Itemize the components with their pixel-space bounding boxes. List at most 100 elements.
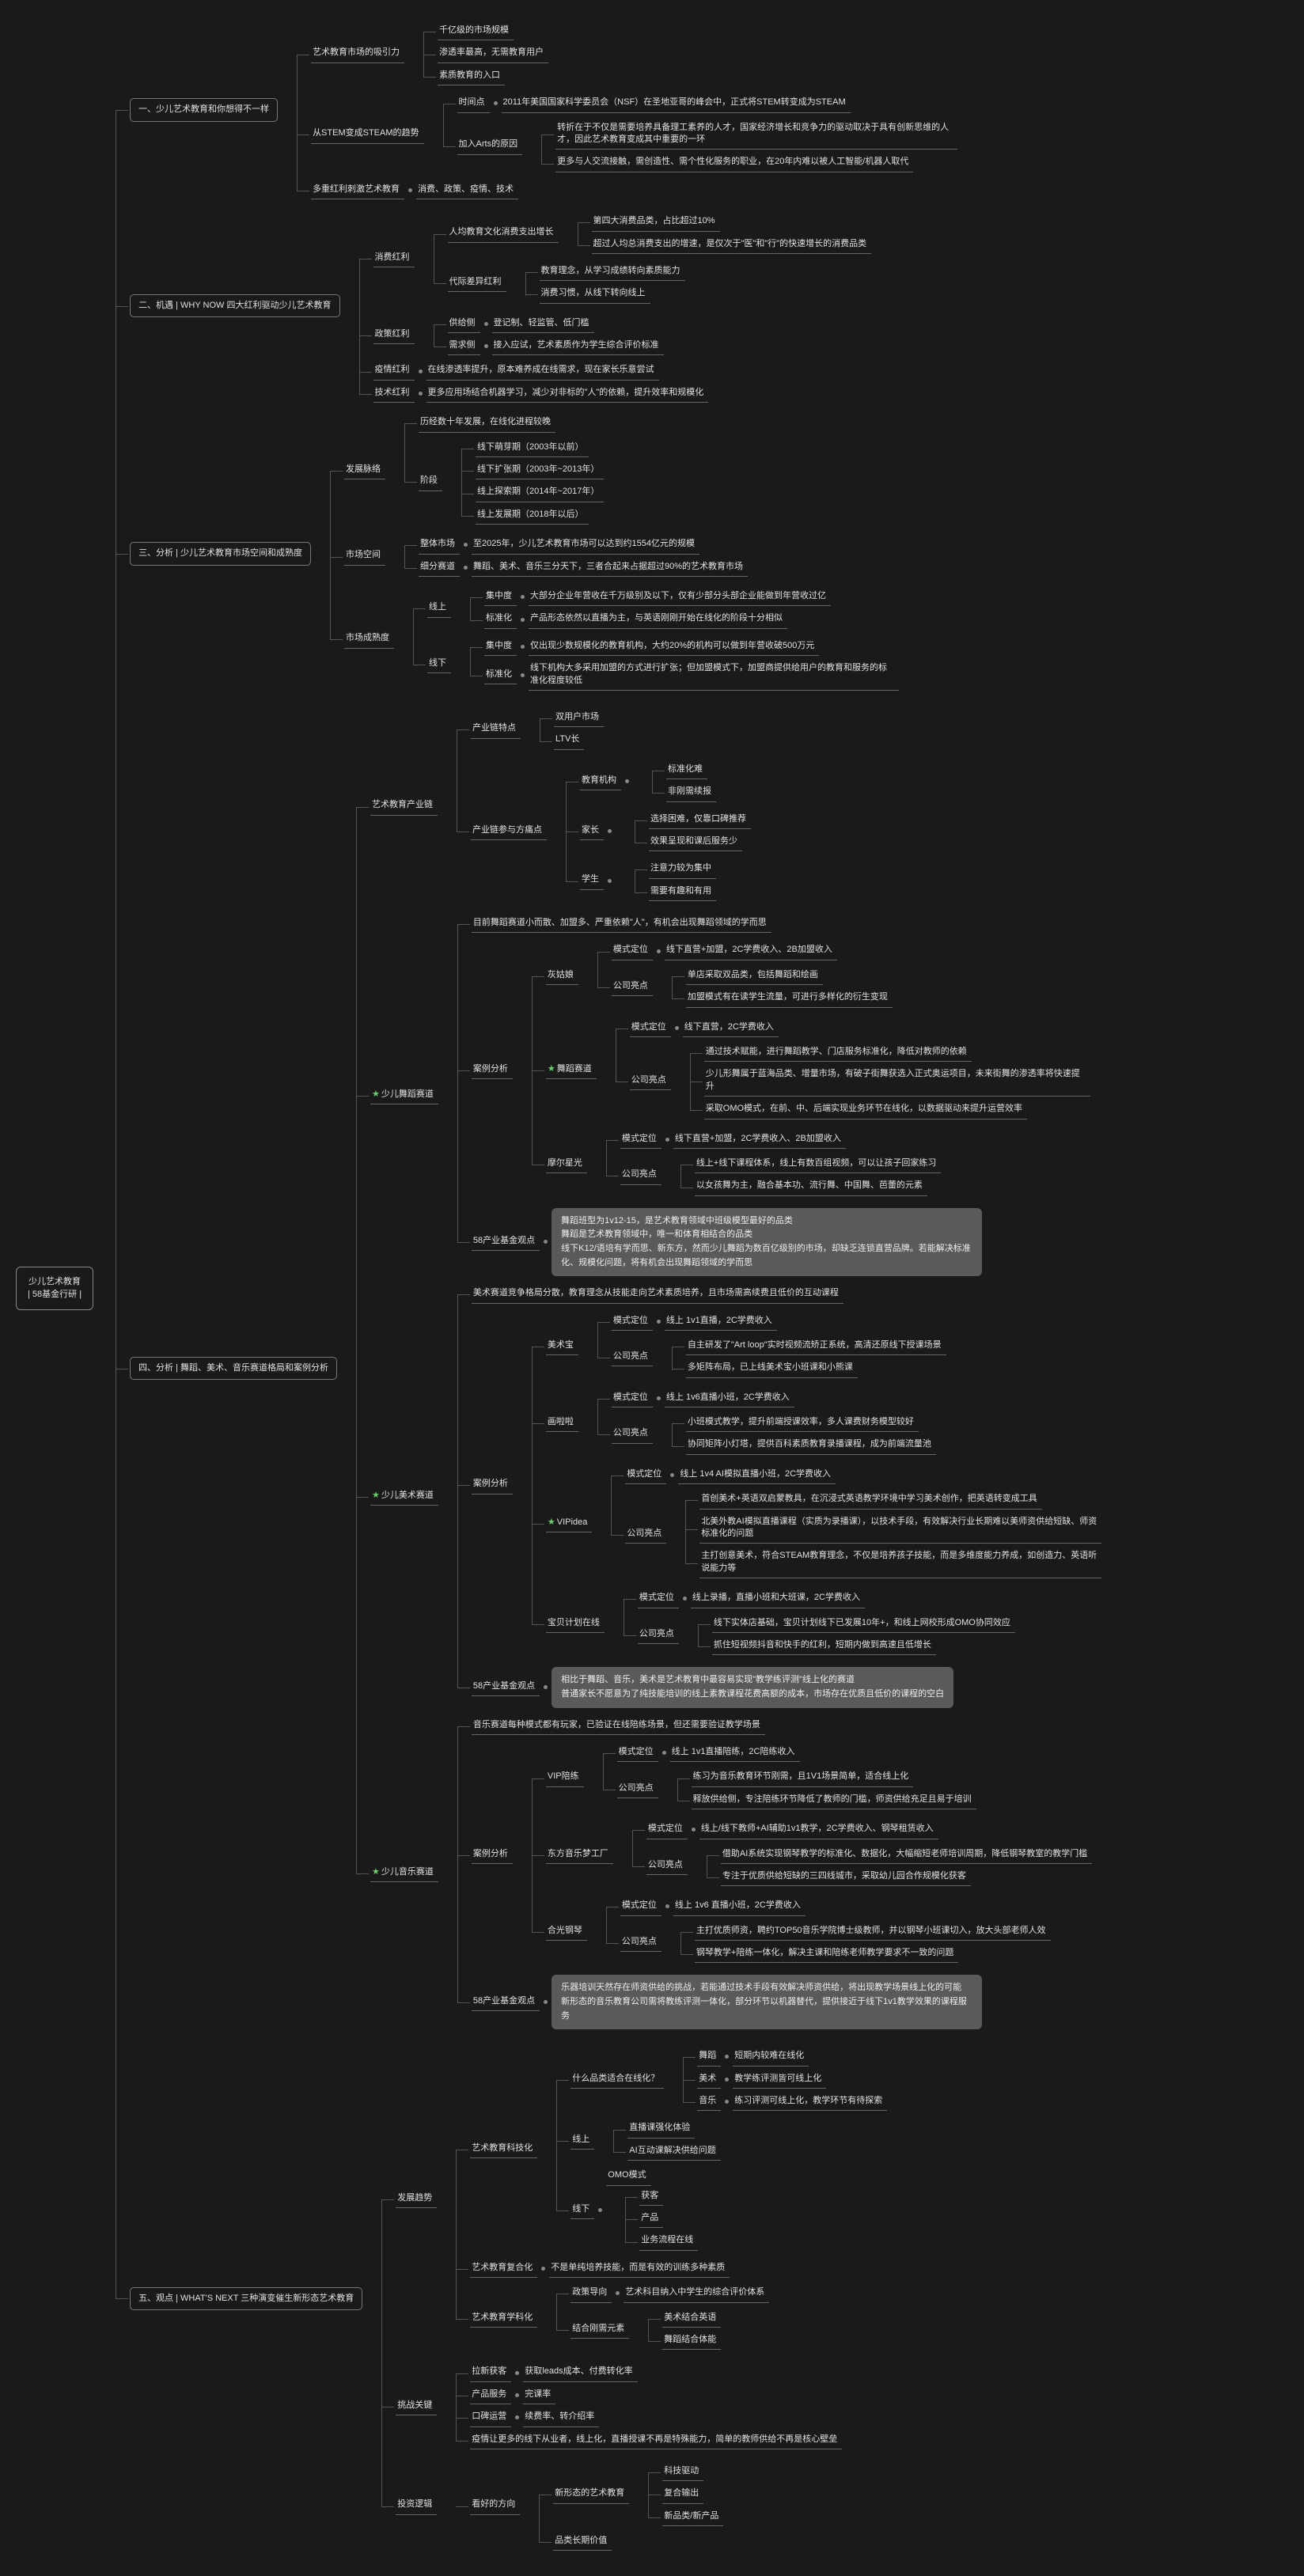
case: 合光钢琴 (546, 1923, 587, 1941)
dot-icon (670, 1473, 674, 1477)
dot-icon (665, 1138, 669, 1142)
s2-consume: 消费红利 (373, 250, 415, 267)
leaf: 模式定位 (617, 1744, 658, 1762)
dot-icon (625, 779, 629, 783)
leaf: 自主研发了"Art loop"实时视频流矫正系统，高清还原线下授课场景 (686, 1338, 946, 1355)
leaf: 公司亮点 (646, 1858, 688, 1875)
leaf: 公司亮点 (612, 979, 653, 996)
leaf: 模式定位 (620, 1898, 661, 1915)
leaf: 人均教育文化消费支出增长 (448, 225, 559, 242)
mindmap-root-container: 少儿艺术教育 | 58基金行研 | 一、少儿艺术教育和你想得不一样 艺术教育市场… (16, 16, 1288, 2560)
leaf: 阶段 (419, 473, 442, 491)
dot-icon (408, 188, 412, 192)
leaf: 目前舞蹈赛道小而散、加盟多、严重依赖"人"，有机会出现舞蹈领域的学而思 (472, 915, 771, 933)
dot-icon (521, 618, 525, 622)
leaf: 艺术教育复合化 (470, 2260, 537, 2278)
dot-icon (494, 101, 498, 105)
leaf: 练习评测可线上化，教学环节有待探索 (733, 2093, 887, 2111)
leaf: 艺术教育学科化 (470, 2310, 537, 2328)
leaf: 多矩阵布局，已上线美术宝小班课和小熊课 (686, 1360, 858, 1377)
case: 摩尔星光 (546, 1156, 587, 1173)
leaf: 不是单纯培养技能，而是有效的训练多种素质 (549, 2260, 730, 2278)
case: ★VIPidea (546, 1515, 592, 1532)
view-label: 58产业基金观点 (472, 1233, 540, 1251)
leaf: 主打优质师资，聘约TOP50音乐学院博士级教师，并以钢琴小班课切入，放大头部老师… (695, 1923, 1051, 1941)
leaf: 线上 1v1直播陪练，2C陪练收入 (670, 1744, 800, 1762)
leaf: 线上 (570, 2132, 594, 2150)
dot-icon (665, 1904, 669, 1908)
leaf: 产品 (639, 2210, 663, 2228)
leaf: 获客 (639, 2188, 663, 2206)
dot-icon (675, 1026, 679, 1030)
dot-icon (521, 645, 525, 649)
s5-trend: 发展趋势 (396, 2191, 437, 2208)
leaf: 消费习惯，从线下转向线上 (540, 286, 650, 303)
leaf: 仅出现少数规模化的教育机构，大约20%的机构可以做到年营收破500万元 (529, 638, 819, 656)
leaf: 公司亮点 (638, 1627, 679, 1644)
leaf: 整体市场 (419, 536, 460, 554)
s2-tech: 技术红利 (373, 385, 415, 403)
leaf: 历经数十年发展，在线化进程较晚 (419, 415, 555, 432)
star-icon: ★ (548, 1517, 555, 1527)
dot-icon (544, 2000, 548, 2004)
leaf: 线下 (427, 656, 451, 673)
leaf: 公司亮点 (617, 1781, 658, 1798)
leaf: 案例分析 (472, 1062, 513, 1079)
leaf: 产业链特点 (471, 721, 521, 738)
leaf: 公司亮点 (630, 1073, 671, 1090)
case-label: VIPidea (557, 1517, 588, 1527)
leaf: 线下直营，2C学费收入 (683, 1020, 779, 1037)
leaf: 疫情让更多的线下从业者，线上化，直播授课不再是特殊能力，简单的教师供给不再是核心… (470, 2432, 842, 2449)
dot-icon (484, 344, 488, 348)
dot-icon (598, 2208, 602, 2212)
leaf: 线下实体店基础，宝贝计划线下已发展10年+，和线上网校形成OMO协同效应 (712, 1616, 1015, 1633)
s4-dance: ★少儿舞蹈赛道 (370, 1087, 438, 1104)
s2-policy: 政策红利 (373, 327, 415, 344)
leaf: 业务流程在线 (639, 2233, 698, 2250)
star-icon: ★ (372, 1867, 380, 1877)
leaf: 通过技术赋能，进行舞蹈教学、门店服务标准化，降低对教师的依赖 (704, 1044, 972, 1062)
leaf: 效果呈现和课后服务少 (649, 834, 742, 851)
dot-icon (515, 2371, 519, 2375)
star-icon: ★ (372, 1089, 380, 1099)
leaf: 标准化 (484, 611, 517, 628)
dot-icon (657, 949, 661, 953)
leaf: 选择困难，仅靠口碑推荐 (649, 812, 751, 829)
leaf: 线上 1v4 AI模拟直播小班，2C学费收入 (678, 1467, 836, 1484)
root-node: 少儿艺术教育 | 58基金行研 | (16, 1267, 93, 1310)
dot-icon (608, 829, 612, 833)
leaf: 线上+线下课程体系，线上有数百组视频，可以让孩子回家练习 (695, 1156, 941, 1173)
leaf: 抓住短视频抖音和快手的红利，短期内做到高速且低增长 (712, 1638, 936, 1655)
section-4: 四、分析 | 舞蹈、美术、音乐赛道格局和案例分析 (130, 1357, 337, 1380)
leaf: 美术结合英语 (662, 2310, 721, 2328)
leaf: 借助AI系统实现钢琴教学的标准化、数据化，大幅缩短老师培训周期，降低钢琴教室的教… (721, 1847, 1092, 1864)
dot-icon (657, 1396, 661, 1400)
case: 东方音乐梦工厂 (546, 1847, 613, 1864)
leaf: LTV长 (554, 732, 584, 749)
s1-steam: 从STEM变成STEAM的趋势 (311, 126, 423, 143)
leaf: 线上探索期（2014年~2017年） (476, 484, 604, 502)
leaf: 音乐赛道每种模式都有玩家，已验证在线陪练场景，但还需要验证教学场景 (472, 1718, 765, 1735)
leaf: 少儿形舞属于蓝海品类、增量市场，有破子街舞获选入正式奥运项目，未来街舞的渗透率将… (704, 1066, 1090, 1097)
dot-icon (521, 673, 525, 677)
leaf: 线上录播，直播小班和大班课，2C学费收入 (691, 1590, 865, 1608)
leaf: 2011年美国国家科学委员会（NSF）在圣地亚哥的峰会中，正式将STEM转变成为… (502, 95, 851, 112)
case: 美术宝 (546, 1338, 578, 1355)
leaf: 公司亮点 (620, 1167, 661, 1184)
dot-icon (662, 1751, 666, 1755)
leaf: 案例分析 (472, 1476, 513, 1494)
leaf: 美术 (697, 2071, 721, 2089)
leaf: 复合输出 (662, 2486, 703, 2503)
s4-chain: 艺术教育产业链 (370, 797, 438, 815)
leaf: 模式定位 (612, 1313, 653, 1331)
leaf: 品类长期价值 (553, 2533, 612, 2551)
leaf: OMO模式 (606, 2168, 650, 2185)
dot-icon (521, 595, 525, 599)
leaf: 政策导向 (570, 2285, 612, 2302)
leaf: 公司亮点 (620, 1934, 661, 1952)
dot-icon (725, 2100, 729, 2104)
leaf: 主打创意美术，符合STEAM教育理念，不仅是培养孩子技能，而是多维度能力养成，如… (699, 1548, 1101, 1578)
leaf: 双用户市场 (554, 710, 604, 727)
dot-icon (464, 543, 468, 547)
s3-history: 发展脉络 (344, 462, 385, 479)
